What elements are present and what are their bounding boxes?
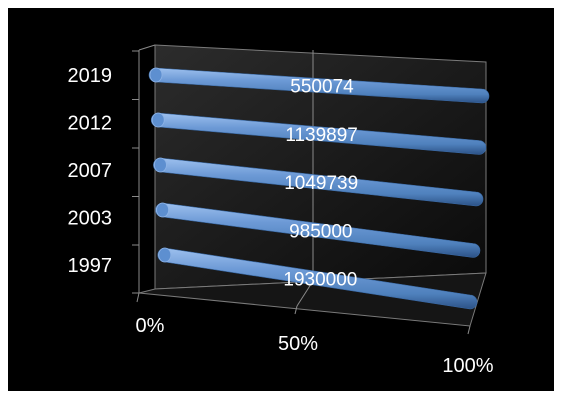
x-tick-labels-group: 0% 50% 100% xyxy=(136,315,494,377)
category-label-2007: 2007 xyxy=(68,160,113,182)
bar-cap-2007 xyxy=(153,157,167,173)
bar-2007 xyxy=(153,157,484,207)
data-label-2019: 550074 xyxy=(290,77,354,98)
bar-2012 xyxy=(150,112,487,155)
bar-cap-2012 xyxy=(151,112,165,128)
category-label-2012: 2012 xyxy=(68,113,113,135)
category-labels-group: 2019 2012 2007 2003 1997 xyxy=(68,65,113,277)
bar-2003 xyxy=(155,202,481,258)
axis-ticks xyxy=(132,50,471,335)
bar-cap-2019 xyxy=(149,67,163,83)
bar-cap-2003 xyxy=(156,202,170,218)
x-tick-0 xyxy=(136,292,140,303)
bar-cap-1997 xyxy=(158,247,172,263)
x-tick-label-1: 50% xyxy=(278,333,318,355)
data-label-2012: 1139897 xyxy=(285,125,358,146)
bars-group xyxy=(148,67,490,310)
category-label-2003: 2003 xyxy=(68,208,113,230)
bar-1997 xyxy=(157,247,478,310)
data-label-2007: 1049739 xyxy=(284,173,358,194)
category-axis-top-link xyxy=(138,44,156,51)
x-tick-2 xyxy=(467,325,471,335)
x-tick-label-0: 0% xyxy=(136,315,165,337)
data-label-2003: 985000 xyxy=(289,221,352,242)
bar-2019 xyxy=(148,67,490,104)
data-labels-group: 550074 1139897 1049739 985000 1930000 xyxy=(283,77,358,291)
category-label-1997: 1997 xyxy=(68,255,113,277)
category-label-2019: 2019 xyxy=(68,65,113,87)
gridline-50-floor xyxy=(296,280,314,307)
data-label-1997: 1930000 xyxy=(283,270,357,291)
x-tick-label-2: 100% xyxy=(442,355,493,377)
chart-frame: 550074 1139897 1049739 985000 1930000 2019 20… xyxy=(8,8,554,391)
x-tick-1 xyxy=(294,305,298,315)
